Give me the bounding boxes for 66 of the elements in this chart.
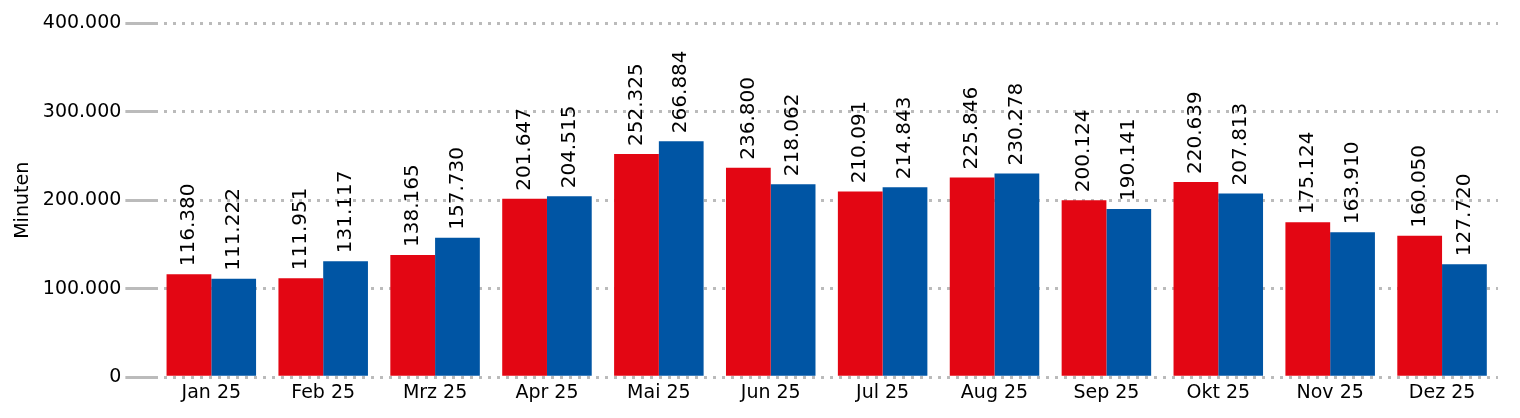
x-tick-label: Nov 25 xyxy=(1296,379,1364,402)
data-label: 160.050 xyxy=(1405,144,1430,228)
data-label: 200.124 xyxy=(1070,109,1095,193)
bar xyxy=(546,196,592,376)
data-label: 252.325 xyxy=(622,63,647,147)
bar xyxy=(1106,209,1152,376)
y-tick-label: 400.000 xyxy=(42,10,122,33)
data-label: 175.124 xyxy=(1294,131,1318,215)
y-axis-title: Minuten xyxy=(10,161,33,239)
bar xyxy=(1218,193,1264,376)
bar xyxy=(882,187,928,376)
x-tick-label: Okt 25 xyxy=(1186,379,1251,402)
data-label: 190.141 xyxy=(1114,118,1139,202)
data-label: 225.846 xyxy=(958,86,983,170)
data-label: 111.222 xyxy=(219,188,244,271)
x-tick-label: Jan 25 xyxy=(180,379,242,402)
bar xyxy=(725,167,771,376)
bar xyxy=(435,237,480,376)
data-label: 111.951 xyxy=(287,187,312,271)
bar xyxy=(166,274,212,376)
x-tick-label: Aug 25 xyxy=(960,379,1029,402)
bar xyxy=(658,141,704,376)
y-tick-label: 100.000 xyxy=(42,275,122,298)
bar xyxy=(994,173,1040,376)
x-tick-label: Mrz 25 xyxy=(402,379,468,402)
data-label: 207.813 xyxy=(1226,102,1251,186)
bar xyxy=(1285,222,1331,376)
x-tick-label: Jun 25 xyxy=(739,379,801,402)
bar xyxy=(770,184,816,376)
bar xyxy=(614,154,659,376)
x-tick-label: Dez 25 xyxy=(1408,379,1476,402)
data-label: 236.800 xyxy=(734,77,759,160)
x-tick-label: Apr 25 xyxy=(515,379,579,402)
x-tick-label: Jul 25 xyxy=(855,379,910,402)
bar xyxy=(1330,232,1375,376)
bar xyxy=(211,278,257,376)
data-label: 201.647 xyxy=(510,108,535,191)
data-label: 204.515 xyxy=(555,105,580,189)
data-label: 214.843 xyxy=(891,96,916,180)
x-tick-label: Sep 25 xyxy=(1073,379,1140,402)
bar xyxy=(1061,200,1107,376)
bar xyxy=(1442,264,1487,376)
bar xyxy=(837,191,883,376)
bar xyxy=(1397,235,1443,376)
data-label: 218.062 xyxy=(779,93,804,177)
data-label: 230.278 xyxy=(1003,82,1028,166)
data-label: 266.884 xyxy=(667,50,692,134)
y-tick-label: 300.000 xyxy=(42,98,122,121)
data-label: 138.165 xyxy=(398,164,423,247)
data-label: 163.910 xyxy=(1338,141,1363,225)
x-tick-label: Mai 25 xyxy=(627,379,691,402)
data-label: 131.117 xyxy=(331,170,356,254)
x-tick-label: Feb 25 xyxy=(291,379,356,402)
data-label: 116.380 xyxy=(175,183,200,267)
bar xyxy=(1173,182,1219,376)
bar xyxy=(949,177,995,376)
y-tick-label: 0 xyxy=(109,364,122,387)
bar xyxy=(323,261,368,376)
data-label: 210.091 xyxy=(846,100,871,184)
bar xyxy=(502,198,547,376)
bar xyxy=(390,254,436,376)
data-label: 220.639 xyxy=(1182,91,1207,175)
bar xyxy=(278,278,324,376)
data-label: 127.720 xyxy=(1450,173,1475,257)
data-label: 157.730 xyxy=(443,146,468,230)
y-tick-label: 200.000 xyxy=(42,187,122,210)
